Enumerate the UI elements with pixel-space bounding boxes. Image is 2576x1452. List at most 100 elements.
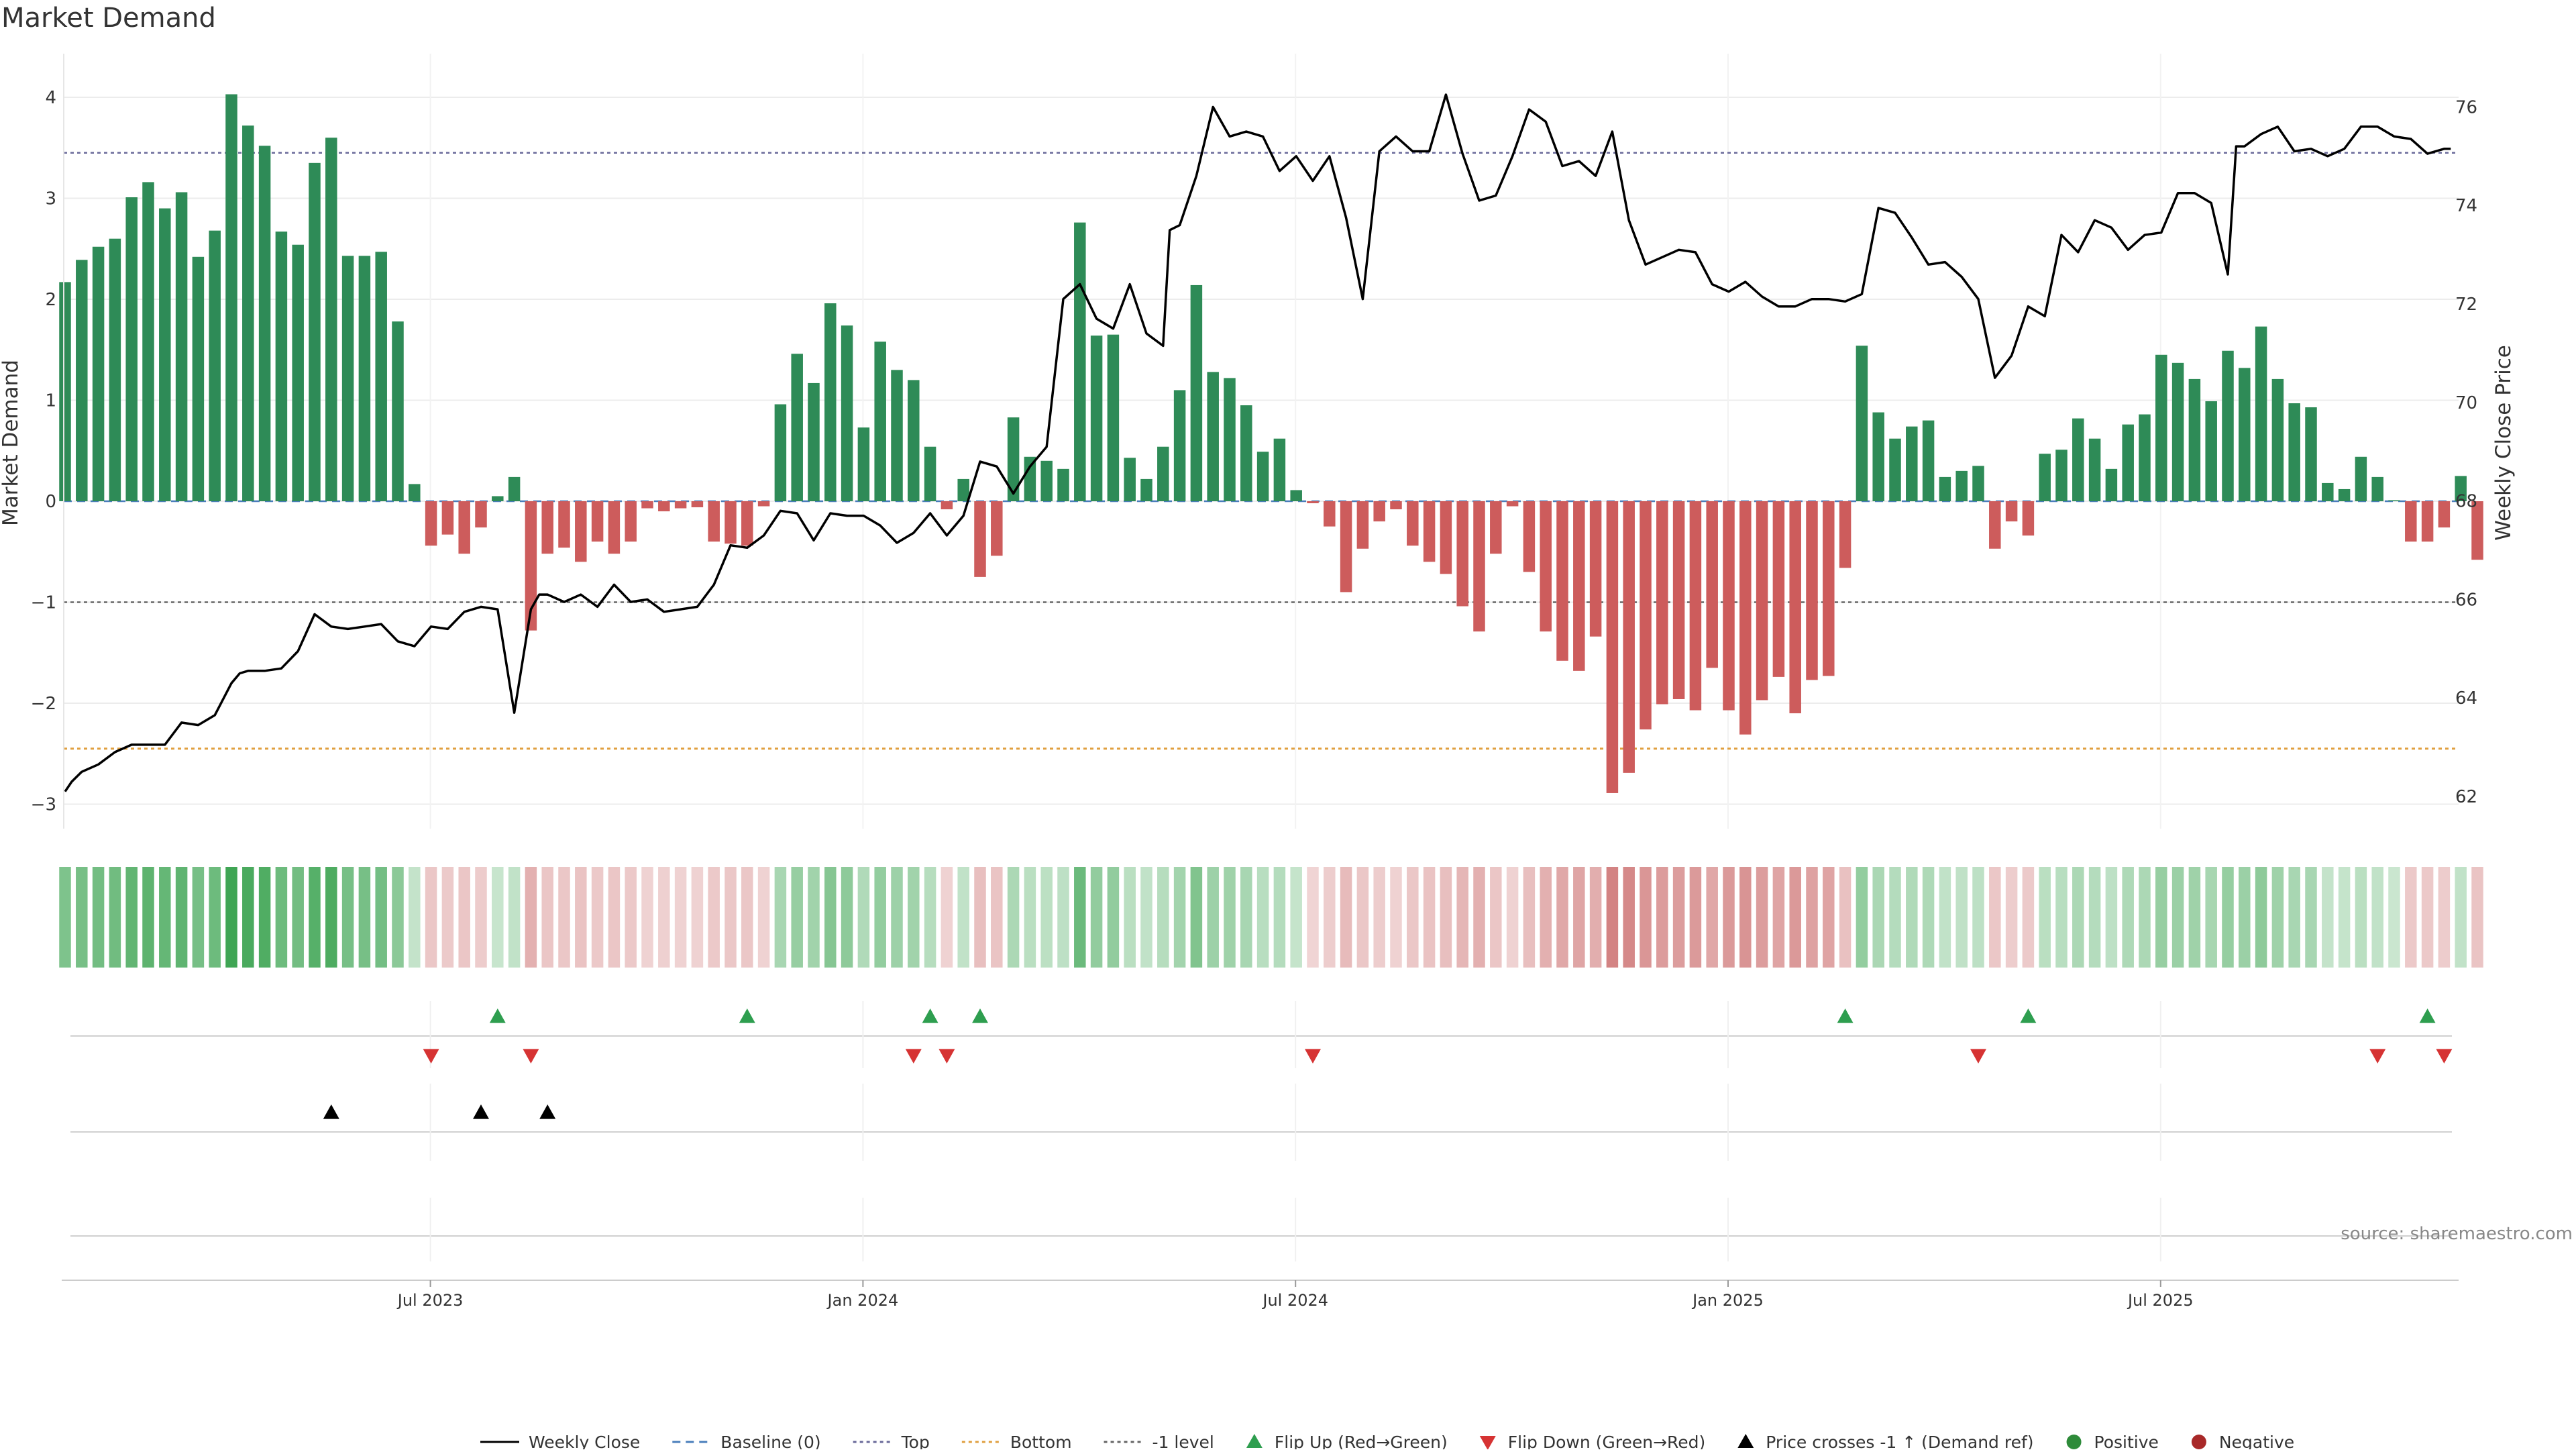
flip-up-marker bbox=[489, 1008, 506, 1023]
heat-cell bbox=[1922, 867, 1935, 968]
demand-bar bbox=[1124, 458, 1136, 501]
demand-bar bbox=[125, 197, 138, 501]
heat-cell bbox=[2405, 867, 2417, 968]
heat-cell bbox=[1906, 867, 1918, 968]
y-tick-label: −1 bbox=[31, 593, 56, 613]
heat-cell bbox=[1107, 867, 1120, 968]
heat-cell bbox=[2355, 867, 2367, 968]
demand-bar bbox=[1856, 346, 1868, 501]
demand-bar bbox=[1440, 501, 1452, 574]
heat-cell bbox=[791, 867, 803, 968]
heat-cell bbox=[2155, 867, 2167, 968]
demand-bar bbox=[1823, 501, 1835, 676]
demand-bar bbox=[1356, 501, 1369, 549]
y-tick-label: −2 bbox=[31, 694, 56, 714]
heat-cell bbox=[2088, 867, 2101, 968]
heat-cell bbox=[974, 867, 986, 968]
heat-cell bbox=[1573, 867, 1585, 968]
demand-bar bbox=[225, 94, 237, 502]
heat-cell bbox=[1689, 867, 1702, 968]
demand-bar bbox=[2371, 476, 2383, 501]
flip-down-marker bbox=[2436, 1049, 2453, 1064]
demand-bar bbox=[1972, 466, 1984, 501]
demand-bar bbox=[1190, 284, 1203, 501]
demand-bar bbox=[2388, 500, 2400, 501]
demand-bar bbox=[1324, 501, 1336, 527]
heat-cell bbox=[558, 867, 570, 968]
legend-swatch bbox=[1737, 1434, 1754, 1448]
heat-cell bbox=[1789, 867, 1801, 968]
demand-bar bbox=[1340, 501, 1352, 592]
y2-axis-title: Weekly Close Price bbox=[2491, 345, 2516, 541]
x-tick-label: Jul 2023 bbox=[396, 1291, 464, 1310]
demand-bar bbox=[1623, 501, 1635, 773]
heat-cell bbox=[2205, 867, 2217, 968]
heat-cell bbox=[2338, 867, 2351, 968]
heat-cell bbox=[475, 867, 487, 968]
y2-tick-label: 76 bbox=[2455, 97, 2477, 117]
heat-cell bbox=[641, 867, 653, 968]
demand-bar bbox=[392, 321, 404, 501]
flip-up-marker bbox=[1837, 1008, 1854, 1023]
demand-bar bbox=[2305, 407, 2317, 501]
heat-cell bbox=[891, 867, 903, 968]
flip-down-marker bbox=[2369, 1049, 2386, 1064]
heat-cell bbox=[392, 867, 404, 968]
heat-cell bbox=[1090, 867, 1103, 968]
source-note: source: sharemaestro.com bbox=[2341, 1224, 2573, 1244]
heat-cell bbox=[575, 867, 587, 968]
heat-cell bbox=[1872, 867, 1884, 968]
demand-bar bbox=[691, 501, 704, 508]
demand-bar bbox=[575, 501, 587, 562]
demand-bar bbox=[724, 501, 737, 544]
demand-bar bbox=[242, 125, 254, 501]
demand-bar bbox=[841, 325, 853, 501]
demand-bar bbox=[1157, 446, 1169, 501]
demand-bar bbox=[375, 252, 387, 501]
heat-cell bbox=[1640, 867, 1652, 968]
demand-bar bbox=[974, 501, 986, 577]
legend-label: Positive bbox=[2094, 1433, 2159, 1449]
demand-bar bbox=[1074, 222, 1086, 501]
axes: 4 3 2 1 0 −1 −2 −3 76 74 72 70 68 66 64 62 bbox=[31, 54, 2477, 829]
demand-bar bbox=[1390, 501, 1402, 510]
heat-cell bbox=[175, 867, 188, 968]
heat-cell bbox=[2421, 867, 2434, 968]
heat-cell bbox=[1340, 867, 1352, 968]
demand-bar bbox=[1756, 501, 1768, 701]
heat-cell bbox=[991, 867, 1003, 968]
demand-bar bbox=[2055, 450, 2068, 501]
heat-cell bbox=[1074, 867, 1086, 968]
legend-swatch bbox=[2066, 1435, 2082, 1449]
legend-item: Top bbox=[853, 1433, 930, 1452]
heat-cell bbox=[109, 867, 121, 968]
demand-bar bbox=[591, 501, 604, 542]
heat-cell bbox=[1407, 867, 1419, 968]
close-line-layer bbox=[64, 93, 2451, 792]
heat-cell bbox=[1856, 867, 1868, 968]
heat-cell bbox=[1756, 867, 1768, 968]
heat-cell bbox=[1739, 867, 1752, 968]
heat-cell bbox=[1523, 867, 1536, 968]
heat-cell bbox=[2255, 867, 2267, 968]
heat-cell bbox=[2271, 867, 2284, 968]
demand-bar bbox=[774, 404, 787, 501]
demand-bar bbox=[159, 208, 171, 501]
heat-cell bbox=[2022, 867, 2035, 968]
heat-cell bbox=[1356, 867, 1369, 968]
heat-cell bbox=[2471, 867, 2483, 968]
heat-cell bbox=[1506, 867, 1519, 968]
legend-item: Flip Down (Green→Red) bbox=[1479, 1433, 1705, 1452]
heat-cell bbox=[209, 867, 221, 968]
heat-cell bbox=[674, 867, 687, 968]
heat-cell bbox=[2122, 867, 2134, 968]
demand-bar bbox=[658, 501, 670, 512]
demand-bar bbox=[409, 484, 421, 501]
demand-bar bbox=[458, 501, 470, 554]
demand-bar bbox=[1224, 378, 1236, 501]
demand-bars bbox=[59, 94, 2483, 793]
demand-bar bbox=[192, 256, 205, 501]
flip-up-marker bbox=[2419, 1008, 2436, 1023]
legend-item: Baseline (0) bbox=[672, 1433, 821, 1452]
heat-cell bbox=[2039, 867, 2051, 968]
